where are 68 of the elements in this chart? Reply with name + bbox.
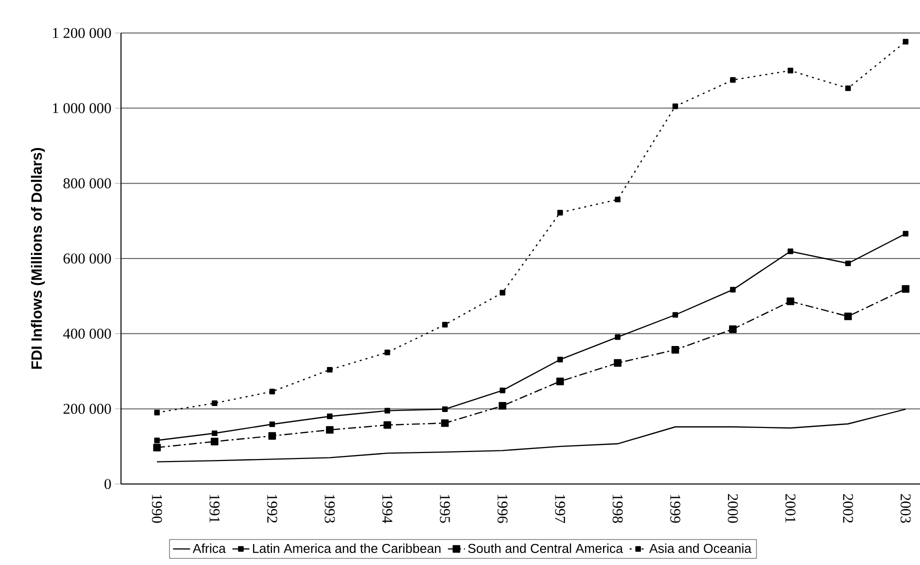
point — [672, 312, 678, 318]
y-tick-label: 200 000 — [64, 404, 111, 414]
x-tick-label: 1994 — [382, 494, 392, 524]
point — [730, 77, 736, 83]
y-tick-label: 400 000 — [63, 328, 111, 339]
point — [384, 421, 392, 429]
point — [788, 68, 794, 74]
point — [614, 334, 620, 340]
point — [500, 290, 506, 296]
point — [845, 260, 851, 266]
point — [268, 432, 276, 440]
point — [212, 400, 218, 406]
point — [153, 444, 161, 452]
x-tick-label: 2000 — [728, 494, 738, 523]
y-axis-title: FDI Inflows (Millions of Dollars) — [30, 148, 45, 369]
legend-label: Africa — [192, 543, 226, 554]
x-tick-label: 1997 — [555, 494, 566, 523]
point — [902, 230, 908, 236]
point — [210, 438, 218, 446]
point — [788, 248, 794, 254]
point — [614, 196, 620, 202]
point — [557, 210, 563, 216]
point — [845, 85, 851, 92]
y-tick-label: 800 000 — [63, 178, 111, 188]
x-tick-label: 1990 — [152, 494, 162, 523]
point — [614, 359, 622, 367]
x-tick-label: 1992 — [267, 494, 278, 523]
legend-label: Latin America and the Caribbean — [253, 543, 440, 554]
point — [442, 406, 448, 412]
point — [384, 350, 390, 356]
point — [442, 322, 448, 328]
point — [269, 388, 275, 394]
y-tick-label: 1 000 000 — [53, 103, 111, 114]
y-tick-label: 0 — [104, 478, 111, 490]
point — [212, 430, 218, 436]
x-tick-label: 1996 — [497, 494, 508, 523]
point — [902, 285, 910, 293]
x-tick-label: 1993 — [324, 494, 335, 523]
point — [269, 421, 275, 428]
legend-label: South and Central America — [468, 543, 623, 554]
point — [671, 346, 680, 354]
point — [500, 388, 506, 394]
x-tick-label: 2003 — [900, 494, 911, 523]
point — [902, 38, 908, 44]
point — [326, 414, 333, 420]
point — [672, 103, 678, 110]
point — [556, 378, 564, 386]
point — [844, 312, 852, 320]
point — [730, 286, 736, 292]
y-tick-label: 1 200 000 — [53, 28, 111, 38]
legend-label: Asia and Oceania — [649, 543, 752, 554]
point — [498, 402, 506, 410]
point — [326, 366, 333, 373]
x-tick-label: 2002 — [842, 494, 854, 523]
point — [326, 426, 334, 434]
x-tick-label: 2001 — [785, 494, 796, 523]
x-tick-label: 1999 — [670, 494, 680, 523]
point — [154, 438, 160, 444]
point — [154, 410, 160, 416]
y-tick-label: 600 000 — [64, 253, 111, 264]
x-tick-label: 1995 — [440, 494, 450, 523]
point — [557, 356, 563, 362]
point — [441, 419, 449, 427]
point — [786, 298, 794, 306]
point — [384, 408, 390, 414]
x-tick-label: 1991 — [210, 494, 220, 523]
x-tick-label: 1998 — [612, 494, 623, 523]
point — [729, 325, 737, 333]
